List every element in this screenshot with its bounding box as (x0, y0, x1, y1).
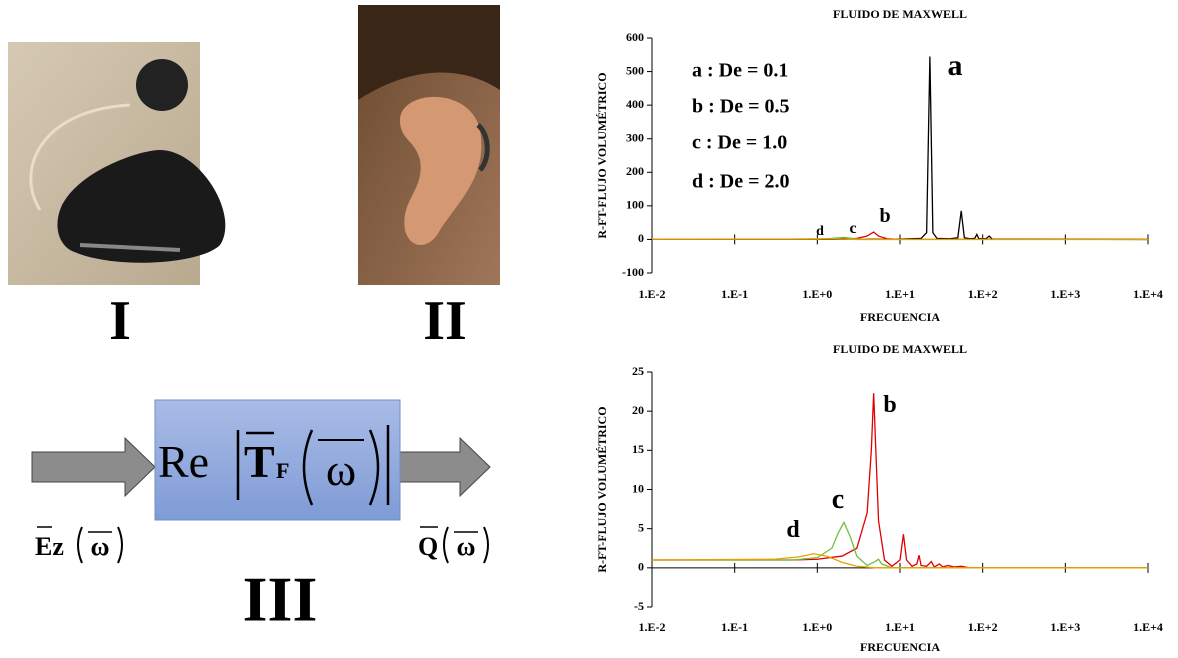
y-tick-label: 0 (638, 560, 644, 574)
peak-label: b (879, 205, 890, 227)
block-diagram: Re T F ω Ez ω Q ω (32, 400, 490, 563)
peak-label: c (849, 220, 856, 237)
x-tick-label: 1.E+4 (1133, 620, 1163, 634)
chart-title: FLUIDO DE MAXWELL (833, 7, 967, 21)
y-tick-label: 10 (632, 481, 644, 495)
y-tick-label: 5 (638, 520, 644, 534)
x-tick-label: 1.E-1 (721, 620, 748, 634)
x-tick-label: 1.E+3 (1050, 287, 1080, 301)
diagram-text: Re (158, 436, 209, 487)
x-tick-label: 1.E+1 (885, 287, 915, 301)
x-tick-label: 1.E+2 (968, 620, 998, 634)
peak-label: c (832, 484, 844, 515)
legend-note: a : De = 0.1 (692, 60, 788, 82)
peak-label: a (948, 49, 963, 82)
y-tick-label: 20 (632, 403, 644, 417)
y-tick-label: 15 (632, 442, 644, 456)
y-axis-label: R-FT-FLUJO VOLUMÉTRICO (595, 72, 609, 238)
panel-label: II (423, 290, 467, 352)
diagram-text: ω (90, 532, 109, 561)
y-tick-label: 600 (626, 30, 644, 44)
legend-note: b : De = 0.5 (692, 96, 790, 118)
chart-title: FLUIDO DE MAXWELL (833, 342, 967, 356)
y-tick-label: 0 (638, 231, 644, 245)
legend-note: d : De = 2.0 (692, 171, 790, 193)
diagram-text: ω (456, 532, 475, 561)
series-line (652, 232, 900, 239)
diagram-text: T (244, 436, 275, 487)
y-axis-label: R-FT-FLUJO VOLUMÉTRICO (595, 406, 609, 572)
x-tick-label: 1.E+2 (968, 287, 998, 301)
x-tick-label: 1.E+3 (1050, 620, 1080, 634)
y-tick-label: 500 (626, 63, 644, 77)
y-tick-label: -100 (622, 265, 644, 279)
y-tick-label: 200 (626, 164, 644, 178)
figure: I II III Re T F ω Ez ω Q ω FLUIDO DE MAX… (0, 0, 1178, 658)
x-tick-label: 1.E+0 (802, 620, 832, 634)
panel-label: III (243, 564, 318, 635)
x-axis-label: FRECUENCIA (860, 310, 940, 324)
diagram-output: Q (418, 532, 438, 561)
x-tick-label: 1.E-1 (721, 287, 748, 301)
x-tick-label: 1.E-2 (639, 620, 666, 634)
panel-label: I (109, 290, 131, 352)
photo-hearing-aid (8, 42, 225, 285)
series-line (652, 522, 1148, 567)
y-tick-label: 400 (626, 97, 644, 111)
diagram-text: ω (326, 444, 356, 495)
y-tick-label: -5 (634, 599, 644, 613)
diagram-input: Ez (35, 532, 64, 561)
x-tick-label: 1.E-2 (639, 287, 666, 301)
y-tick-label: 100 (626, 198, 644, 212)
peak-label: b (883, 392, 896, 418)
series-line (652, 393, 1148, 568)
photo-ear (358, 5, 500, 285)
y-tick-label: 25 (632, 364, 644, 378)
legend-note: c : De = 1.0 (692, 132, 787, 154)
series-line (652, 239, 1148, 240)
x-tick-label: 1.E+0 (802, 287, 832, 301)
peak-label: d (816, 224, 824, 239)
peak-label: d (786, 517, 800, 543)
x-tick-label: 1.E+4 (1133, 287, 1163, 301)
x-tick-label: 1.E+1 (885, 620, 915, 634)
y-tick-label: 300 (626, 130, 644, 144)
diagram-text: F (276, 458, 289, 483)
x-axis-label: FRECUENCIA (860, 640, 940, 654)
